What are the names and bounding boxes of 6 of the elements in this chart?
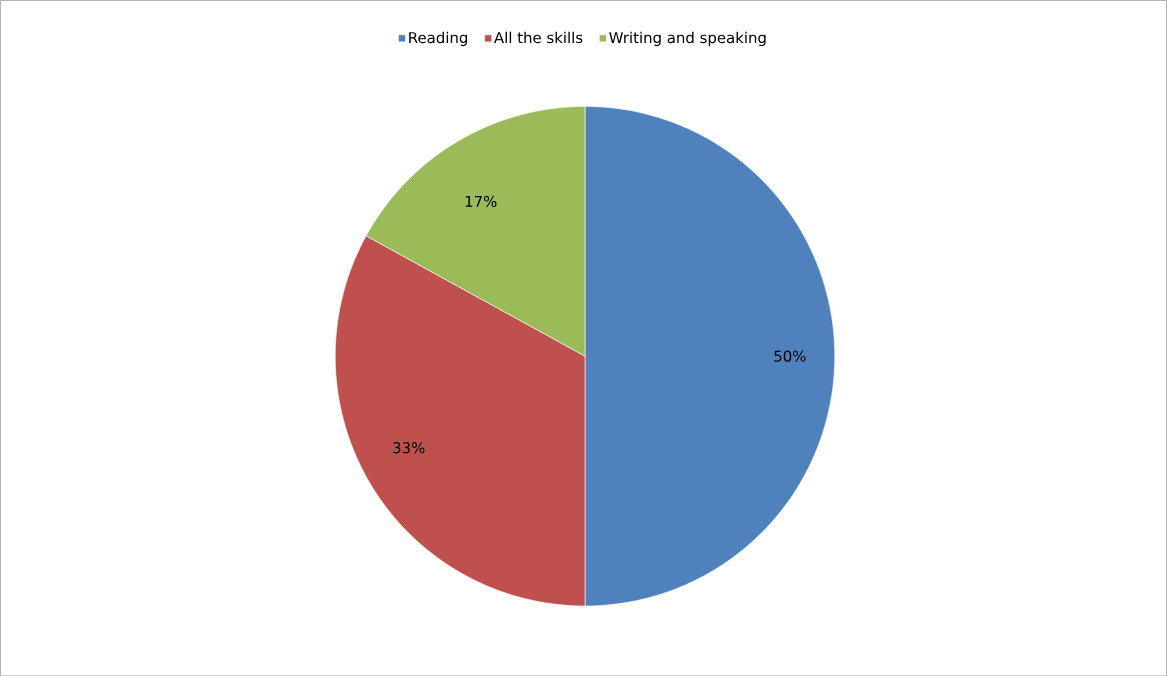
legend-label: Reading: [409, 31, 468, 46]
data-label: 50%: [774, 350, 806, 362]
legend-label: Writing and speaking: [609, 31, 766, 46]
legend-label: All the skills: [494, 31, 583, 44]
data-label: 17%: [465, 195, 497, 207]
data-label: 33%: [393, 441, 425, 454]
